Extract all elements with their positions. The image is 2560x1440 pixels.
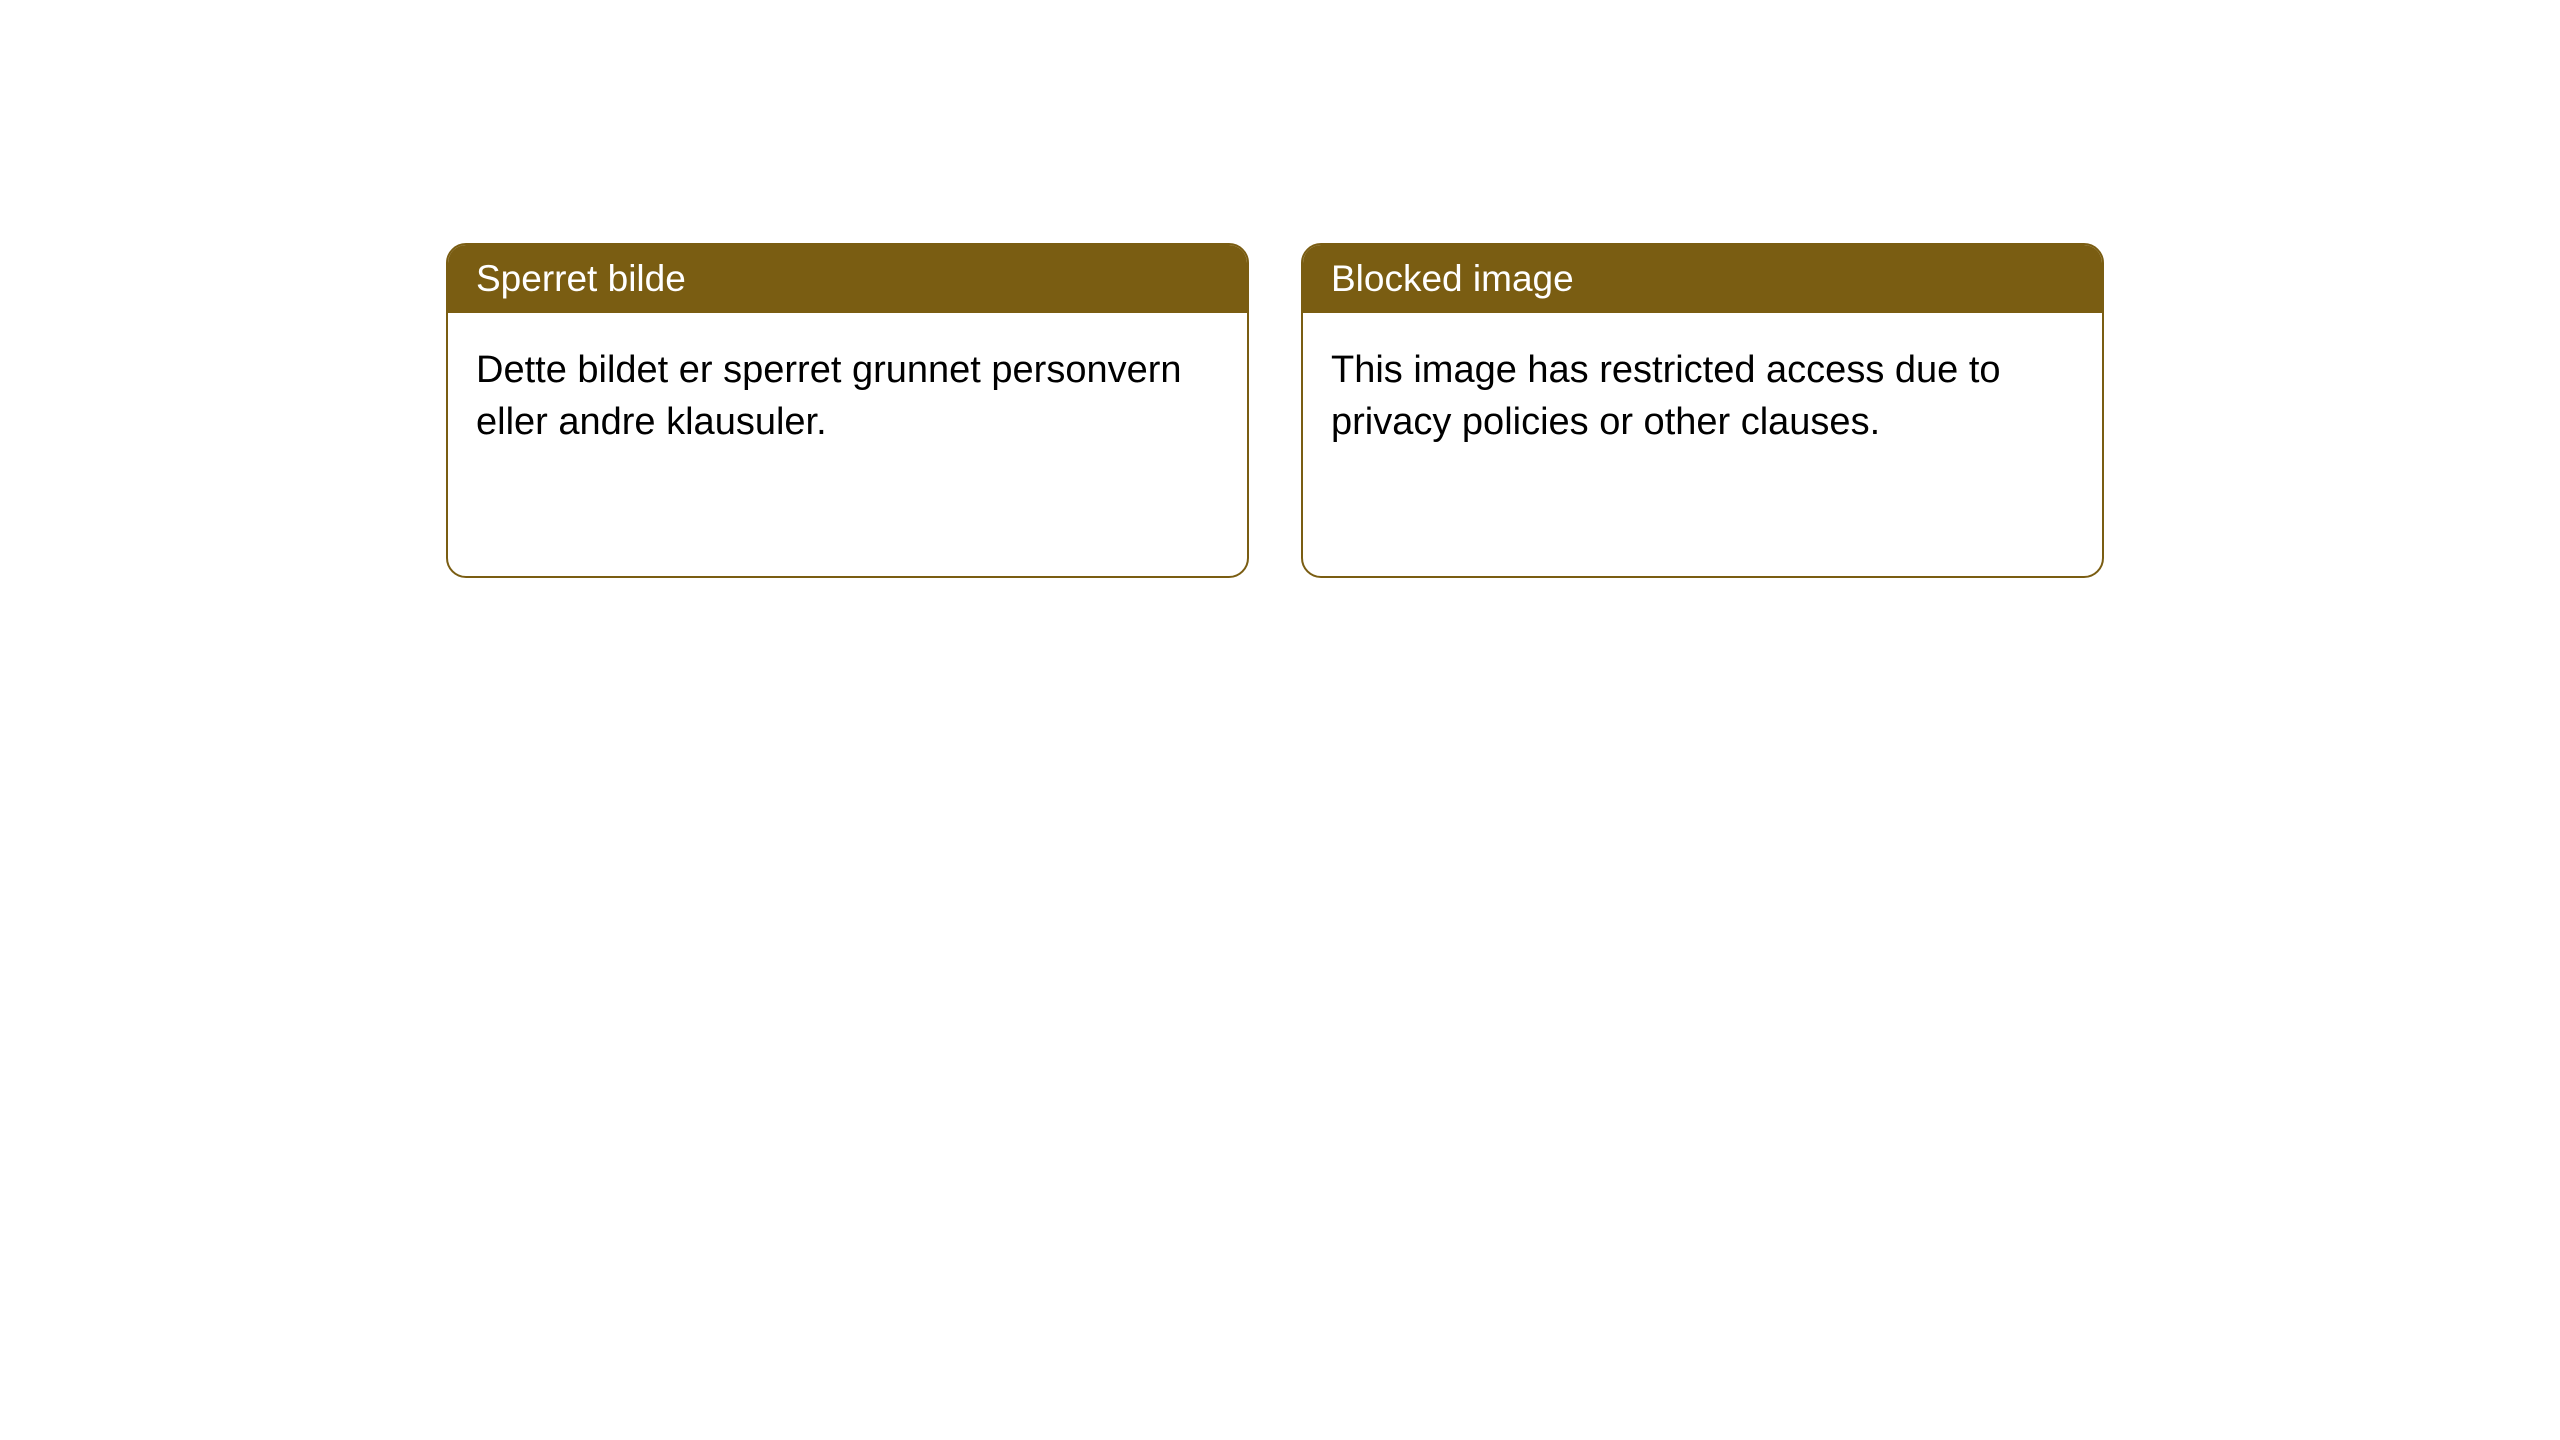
notice-title-en: Blocked image	[1303, 245, 2102, 313]
notice-container: Sperret bilde Dette bildet er sperret gr…	[0, 0, 2560, 578]
notice-body-en: This image has restricted access due to …	[1303, 313, 2102, 480]
notice-card-no: Sperret bilde Dette bildet er sperret gr…	[446, 243, 1249, 578]
notice-title-no: Sperret bilde	[448, 245, 1247, 313]
notice-card-en: Blocked image This image has restricted …	[1301, 243, 2104, 578]
notice-body-no: Dette bildet er sperret grunnet personve…	[448, 313, 1247, 480]
